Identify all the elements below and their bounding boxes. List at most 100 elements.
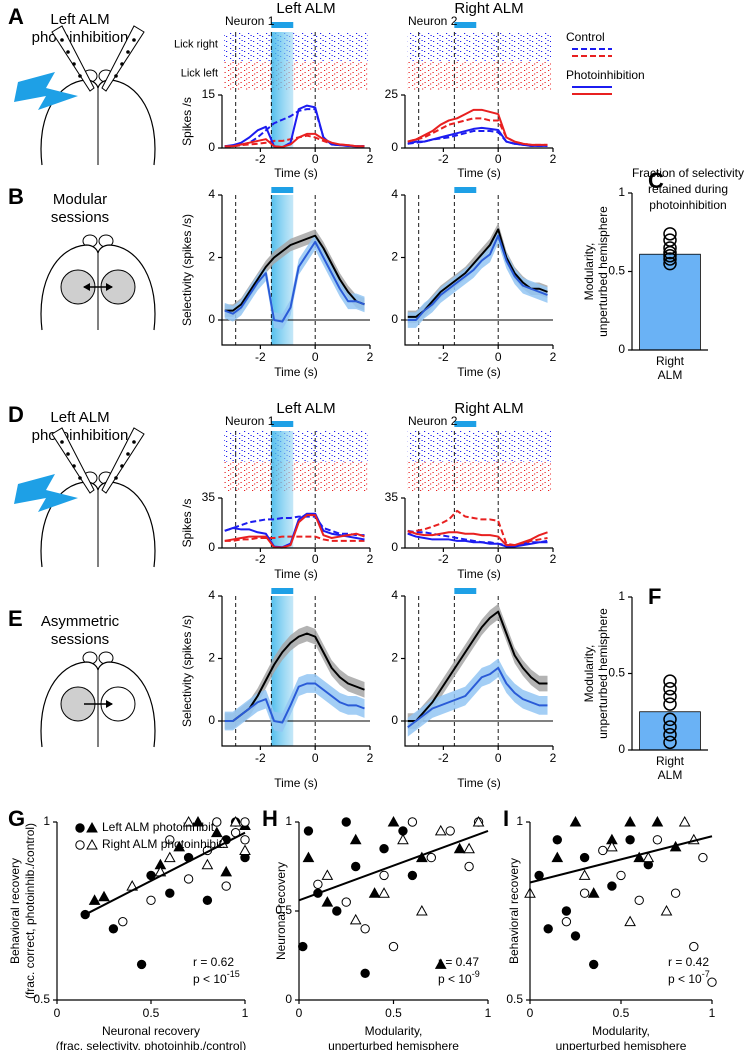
data-point: [165, 888, 175, 898]
data-point: [579, 852, 590, 863]
data-point: [624, 915, 636, 927]
data-point: [543, 924, 553, 934]
panel-letter: F: [648, 584, 661, 609]
y-axis-label: Neuronal recovery: [274, 862, 288, 960]
legend-label: Control: [566, 30, 605, 44]
panel-letter: A: [8, 4, 24, 29]
stim-shade: [271, 32, 294, 148]
brain-cartoon: [14, 25, 156, 166]
raster: [224, 61, 368, 90]
data-point: [589, 959, 599, 970]
data-point: [663, 249, 677, 263]
y-tick-label: 0.5: [506, 992, 523, 1006]
y-tick-label: 4: [391, 187, 398, 201]
data-point: [220, 865, 233, 877]
y-tick-label: 1: [618, 185, 625, 199]
y-tick-label: 0: [618, 742, 625, 756]
x-axis-label: Time (s): [457, 166, 501, 180]
data-point: [303, 826, 314, 836]
stat-p-base: p < 10: [438, 972, 472, 986]
data-point: [360, 968, 370, 978]
panel-letter: D: [8, 402, 24, 427]
probe: [101, 427, 145, 494]
data-point: [182, 815, 195, 827]
x-tick-label: 0: [296, 1006, 303, 1020]
data-point: [616, 870, 626, 881]
axes: [221, 195, 370, 346]
data-point: [598, 845, 608, 856]
x-axis-label: Time (s): [274, 166, 318, 180]
data-point: [240, 835, 250, 845]
panel-letter: B: [8, 184, 24, 209]
error-band: [407, 227, 548, 328]
y-tick-label: 2: [391, 250, 398, 264]
data-point: [434, 824, 447, 836]
probe-site: [132, 440, 136, 444]
legend-label: Photoinhibition: [566, 68, 645, 82]
data-point: [302, 851, 315, 863]
x-tick-label: 2: [550, 751, 557, 765]
probe: [101, 25, 145, 92]
x-axis-label: Neuronal recovery: [102, 1024, 200, 1038]
y-axis-label: Modularity,: [582, 645, 596, 703]
raster: [224, 431, 368, 462]
x-tick-label: ALM: [658, 368, 683, 382]
stim-bar: [271, 22, 294, 28]
line: [224, 234, 365, 312]
stat-p-exponent: -7: [702, 969, 710, 979]
y-tick-label: 0: [391, 140, 398, 154]
y-tick-label: 0: [208, 713, 215, 727]
data-point: [298, 941, 308, 952]
x-tick-label: 0.5: [385, 1006, 402, 1020]
panel-letter: G: [8, 806, 25, 831]
axes: [221, 498, 370, 549]
data-point: [625, 835, 635, 845]
probe-site: [114, 476, 118, 480]
data-point: [561, 916, 572, 927]
data-point: [670, 888, 681, 898]
y-axis-label: Modularity,: [582, 243, 596, 301]
y-tick-label: 0.5: [608, 666, 625, 680]
stim-bar: [454, 421, 477, 427]
data-point: [368, 887, 381, 898]
data-point: [587, 887, 600, 898]
data-point: [379, 844, 389, 854]
arrowhead: [83, 283, 90, 291]
data-point: [221, 881, 231, 891]
y-tick-label: 0.5: [275, 903, 292, 917]
raster: [224, 32, 368, 61]
probe-site: [78, 74, 82, 78]
line: [407, 126, 548, 147]
data-point: [633, 851, 646, 863]
data-point: [678, 815, 691, 827]
y-tick-label: 15: [202, 87, 216, 101]
y-tick-label: 2: [208, 651, 215, 665]
data-point: [579, 888, 590, 898]
x-tick-label: -2: [255, 350, 266, 364]
line: [407, 532, 548, 548]
data-point: [75, 823, 85, 833]
x-tick-label: 2: [550, 552, 557, 566]
x-tick-label: -2: [255, 751, 266, 765]
data-point: [434, 958, 447, 969]
data-point: [607, 881, 617, 891]
data-point: [663, 252, 677, 266]
x-tick-label: 0: [495, 552, 502, 566]
data-point: [86, 838, 98, 850]
y-tick-label: 0.5: [33, 992, 50, 1006]
data-point: [551, 851, 564, 863]
probe-site: [126, 50, 130, 54]
y-axis-label: (frac. correct, photoinhib./control): [23, 823, 37, 999]
stat-r: r = 0.47: [438, 955, 479, 969]
x-tick-label: 0: [527, 1006, 534, 1020]
y-tick-label: 0: [391, 713, 398, 727]
data-point: [569, 815, 582, 827]
data-point: [360, 924, 370, 934]
panel-letter: H: [262, 806, 278, 831]
raster: [407, 461, 551, 492]
data-point: [624, 815, 636, 827]
probe-site: [66, 452, 70, 456]
data-point: [651, 815, 664, 827]
fit-line: [84, 831, 246, 916]
y-tick-label: 2: [391, 651, 398, 665]
